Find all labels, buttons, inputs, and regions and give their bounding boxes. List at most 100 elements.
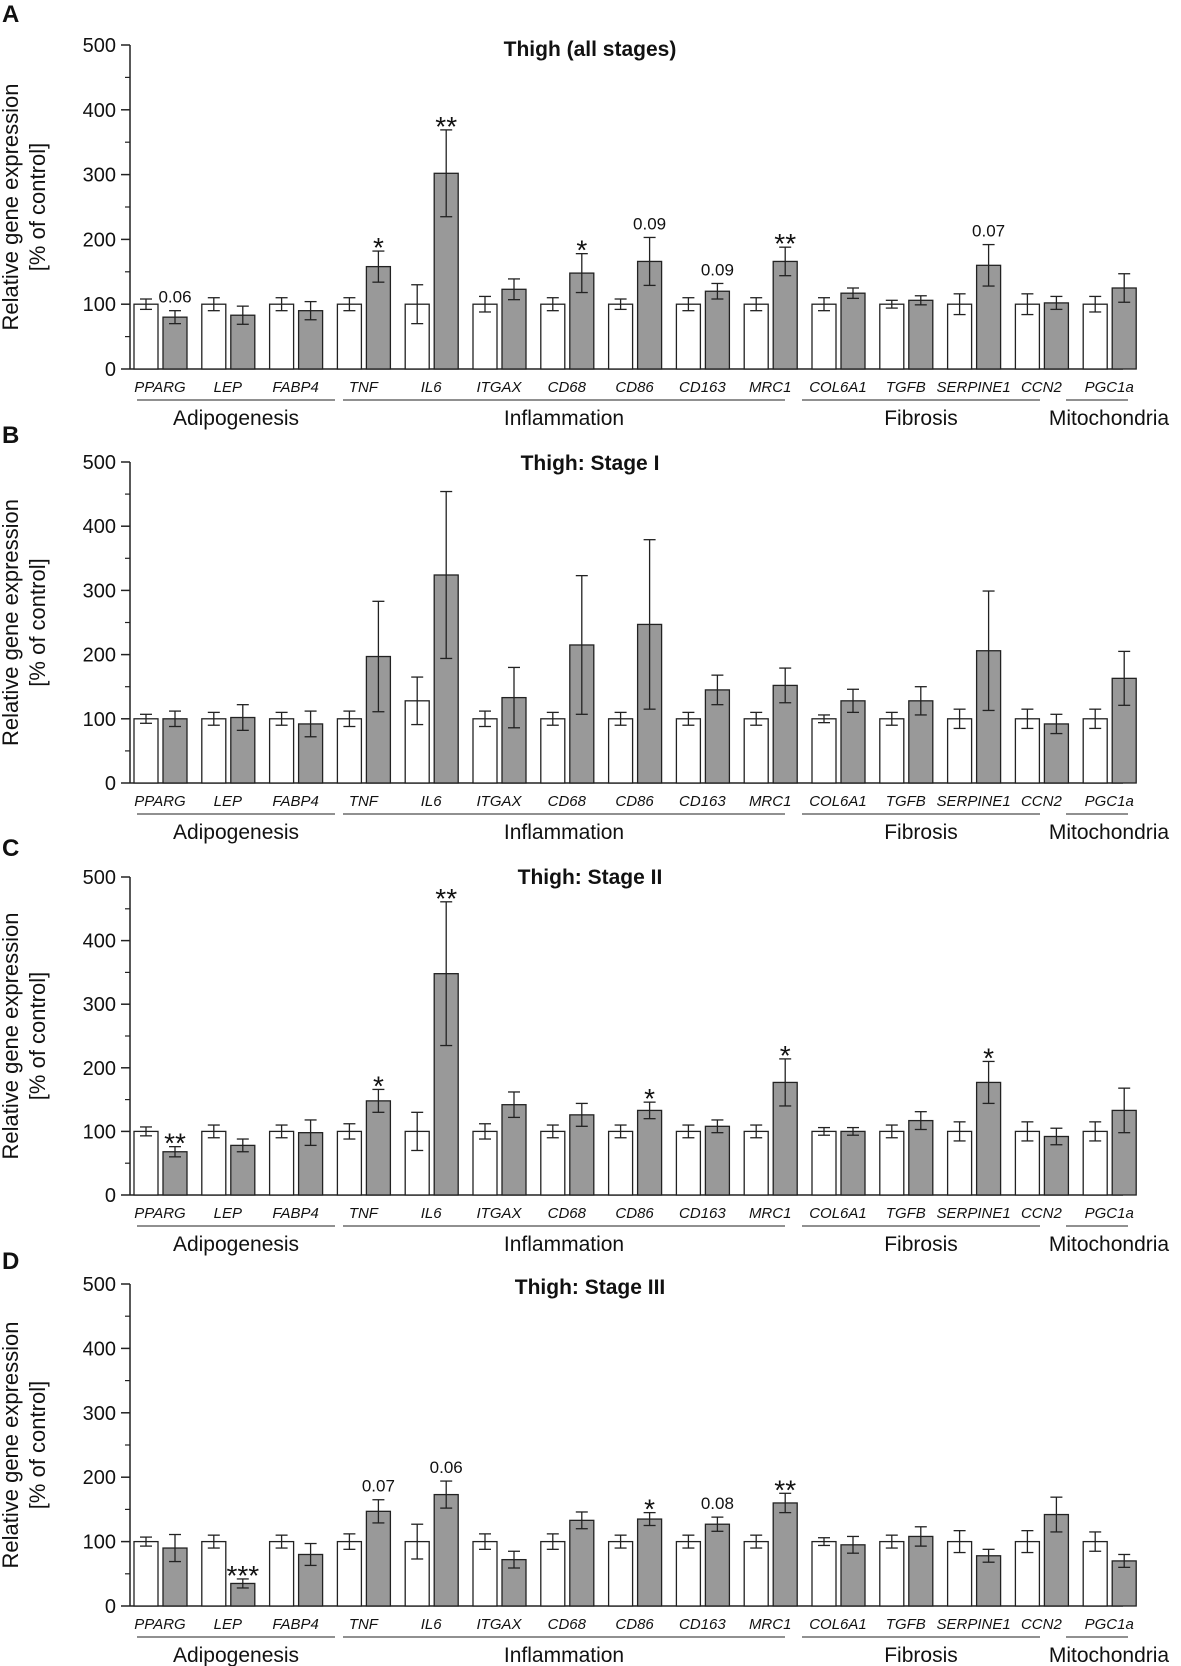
error-bar-treated xyxy=(508,666,520,729)
bar-treated xyxy=(704,1125,731,1196)
group-label: Adipogenesis xyxy=(173,1233,299,1256)
error-bar-treated xyxy=(508,278,520,301)
significance-label: 0.09 xyxy=(633,214,666,233)
bar-treated xyxy=(704,290,731,370)
group-label: Adipogenesis xyxy=(173,1644,299,1666)
bar-treated xyxy=(636,1518,663,1607)
error-bar-treated xyxy=(711,282,724,300)
bar-control xyxy=(879,1540,905,1607)
error-bar-treated xyxy=(169,1533,181,1563)
gene-label: ITGAX xyxy=(476,793,522,810)
bar-control xyxy=(133,1540,159,1607)
error-bar-control xyxy=(140,713,152,724)
gene-label: TGFB xyxy=(886,379,926,396)
gene-label: FABP4 xyxy=(272,1205,318,1222)
gene-label: COL6A1 xyxy=(809,1205,867,1222)
y-tick-label: 100 xyxy=(83,1532,116,1554)
error-bar-treated xyxy=(847,1535,859,1554)
error-bar-control xyxy=(275,297,288,312)
y-tick-label: 400 xyxy=(83,1338,116,1360)
bar-control xyxy=(1014,718,1041,784)
error-bar-treated xyxy=(711,1119,724,1134)
gene-label: MRC1 xyxy=(749,379,792,396)
bar-treated xyxy=(1043,302,1070,370)
gene-label: PPARG xyxy=(134,1205,186,1222)
error-bar-control xyxy=(1089,1121,1102,1142)
error-bar-treated xyxy=(372,1499,385,1524)
bar-treated xyxy=(840,292,866,370)
error-bar-treated xyxy=(982,1060,995,1105)
error-bar-treated xyxy=(1050,1496,1063,1533)
error-bar-control xyxy=(1089,1531,1102,1552)
significance-label: 0.06 xyxy=(430,1458,463,1477)
group-label: Mitochondria xyxy=(1049,821,1170,844)
error-bar-treated xyxy=(304,710,317,738)
group-label: Adipogenesis xyxy=(173,821,299,844)
error-bar-treated xyxy=(711,674,724,706)
error-bar-treated xyxy=(440,490,453,660)
panel-letter: D xyxy=(2,1248,19,1275)
y-tick-label: 200 xyxy=(83,645,116,667)
bar-treated xyxy=(365,1100,392,1196)
error-bar-control xyxy=(818,297,830,312)
bar-control xyxy=(946,1130,973,1196)
bar-control xyxy=(1082,1540,1108,1607)
bar-control xyxy=(540,303,566,370)
error-bar-treated xyxy=(1050,295,1063,311)
significance-label: * xyxy=(644,1494,655,1525)
bar-control xyxy=(879,1130,905,1196)
bar-control xyxy=(1082,718,1108,784)
y-axis-label: Relative gene expression xyxy=(0,499,23,746)
error-bar-treated xyxy=(236,1138,249,1153)
gene-label: TGFB xyxy=(886,1616,926,1633)
bar-control xyxy=(133,303,159,370)
error-bar-control xyxy=(546,1533,559,1550)
y-tick-label: 100 xyxy=(83,1121,116,1143)
error-bar-treated xyxy=(711,1516,724,1532)
error-bar-control xyxy=(885,1534,898,1549)
error-bar-control xyxy=(818,714,830,724)
y-axis-label-units: [% of control] xyxy=(25,1381,50,1509)
error-bar-control xyxy=(818,1537,830,1547)
gene-label: TNF xyxy=(349,379,379,396)
error-bar-treated xyxy=(643,1101,656,1120)
error-bar-treated xyxy=(914,686,927,716)
bar-treated xyxy=(501,288,527,370)
error-bar-treated xyxy=(440,1480,453,1509)
gene-label: COL6A1 xyxy=(809,379,867,396)
error-bar-control xyxy=(140,1126,152,1137)
y-tick-label: 200 xyxy=(83,1058,116,1080)
panel-d: D Thigh: Stage III 0 100 200 300 400 500 Relat… xyxy=(0,1248,1169,1666)
gene-label: PGC1a xyxy=(1085,1616,1134,1633)
error-bar-control xyxy=(207,1534,220,1549)
error-bar-control xyxy=(750,1534,763,1549)
error-bar-treated xyxy=(914,1526,927,1547)
error-bar-control xyxy=(953,293,966,316)
panel-c: C Thigh: Stage II 0 100 200 300 400 500 Relati… xyxy=(0,835,1169,1256)
bar-control xyxy=(201,1130,227,1196)
y-tick-label: 0 xyxy=(105,773,116,795)
bar-control xyxy=(607,303,634,370)
gene-label: SERPINE1 xyxy=(936,793,1010,810)
bar-control xyxy=(675,303,702,370)
gene-label: COL6A1 xyxy=(809,1616,867,1633)
group-label: Mitochondria xyxy=(1049,1644,1170,1666)
panel-title: Thigh: Stage III xyxy=(515,1276,666,1299)
y-tick-label: 400 xyxy=(83,100,116,122)
error-bar-treated xyxy=(372,600,385,713)
bar-control xyxy=(268,718,295,784)
y-tick-label: 100 xyxy=(83,294,116,316)
panel-title: Thigh: Stage I xyxy=(521,452,660,475)
error-bar-treated xyxy=(304,1542,317,1567)
gene-label: ITGAX xyxy=(476,1205,522,1222)
error-bar-treated xyxy=(1118,273,1131,303)
group-label: Inflammation xyxy=(504,1233,624,1256)
bar-treated xyxy=(840,700,866,784)
error-bar-control xyxy=(1021,708,1034,730)
error-bar-treated xyxy=(372,250,385,283)
bar-treated xyxy=(704,1523,731,1607)
error-bar-treated xyxy=(779,1492,792,1514)
y-axis-label-units: [% of control] xyxy=(25,558,50,686)
y-tick-label: 300 xyxy=(83,580,116,602)
error-bar-control xyxy=(1089,708,1102,730)
